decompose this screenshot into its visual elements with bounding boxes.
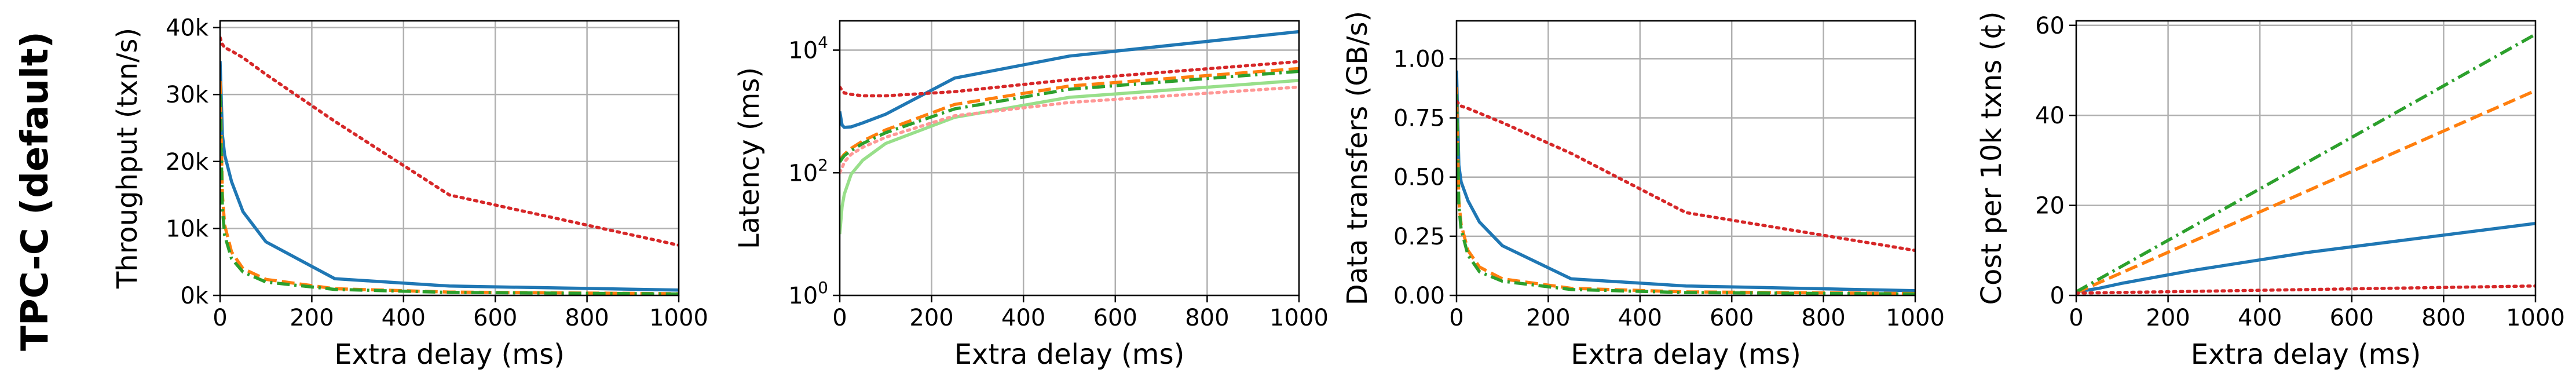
plot-frame xyxy=(2075,20,2537,297)
x-tick-label: 1000 xyxy=(1886,305,1945,331)
x-axis-label: Extra delay (ms) xyxy=(954,338,1185,371)
series-line xyxy=(220,61,679,292)
plot-frame xyxy=(839,20,1300,297)
series-line xyxy=(1457,100,1915,253)
x-tick-label: 400 xyxy=(1618,305,1662,331)
chart-data-transfers: 0 200 400 600 800 1000 0.00 0.25 0.50 0.75 1.00 Ext… xyxy=(1341,11,1945,371)
x-tick-label: 200 xyxy=(290,305,334,331)
y-tick-label: 104 xyxy=(788,33,828,64)
y-tick-label: 0.00 xyxy=(1393,283,1445,309)
x-tick-label: 200 xyxy=(909,305,953,331)
series-line xyxy=(2076,221,2535,294)
series-line xyxy=(220,94,679,295)
x-tick-label: 400 xyxy=(2238,305,2282,331)
series-line xyxy=(840,70,1299,163)
series-line xyxy=(1457,70,1915,293)
x-axis-label: Extra delay (ms) xyxy=(2191,338,2421,371)
x-tick-label: 200 xyxy=(1526,305,1570,331)
series-line xyxy=(2076,89,2535,294)
x-tick-label: 800 xyxy=(2421,305,2465,331)
series-line xyxy=(840,79,1299,235)
y-axis-label: Throughput (txn/s) xyxy=(111,28,144,289)
x-tick-label: 600 xyxy=(2330,305,2374,331)
y-tick-label: 30k xyxy=(166,82,209,108)
series-line xyxy=(840,85,1299,175)
x-tick-label: 600 xyxy=(1710,305,1754,331)
x-tick-label: 200 xyxy=(2146,305,2190,331)
x-tick-label: 800 xyxy=(1185,305,1229,331)
series-line xyxy=(840,30,1299,129)
x-tick-label: 1000 xyxy=(649,305,708,331)
x-tick-label: 1000 xyxy=(2506,305,2565,331)
y-tick-label: 40 xyxy=(2035,103,2065,129)
y-tick-label: 0k xyxy=(180,283,208,309)
plot-frame xyxy=(1455,20,1916,297)
x-tick-label: 600 xyxy=(473,305,517,331)
y-tick-label: 1.00 xyxy=(1393,46,1445,72)
y-tick-label: 0 xyxy=(2050,283,2065,309)
row-label: TPC-C (default) xyxy=(14,31,57,351)
chart-throughput: 0 200 400 600 800 1000 0k 10k 20k 30k 40k Extra del… xyxy=(111,15,708,371)
x-tick-label: 400 xyxy=(1001,305,1045,331)
series-line xyxy=(220,36,679,247)
y-tick-label: 0.75 xyxy=(1393,105,1445,132)
x-tick-label: 0 xyxy=(1449,305,1463,331)
x-tick-label: 800 xyxy=(1801,305,1845,331)
y-tick-label: 60 xyxy=(2035,13,2065,39)
y-axis-label: Data transfers (GB/s) xyxy=(1341,11,1374,305)
y-tick-label: 0.25 xyxy=(1393,224,1445,250)
y-tick-label: 20 xyxy=(2035,193,2065,220)
series-line xyxy=(220,81,679,295)
x-tick-label: 800 xyxy=(565,305,609,331)
series-line xyxy=(840,67,1299,163)
plot-frame xyxy=(219,20,680,297)
y-tick-label: 10k xyxy=(166,215,209,242)
series-line xyxy=(2076,32,2535,294)
x-tick-label: 0 xyxy=(832,305,847,331)
x-axis-label: Extra delay (ms) xyxy=(1571,338,1801,371)
chart-cost: 0 200 400 600 800 1000 0 20 40 60 Extra delay (ms)… xyxy=(1975,12,2565,371)
x-tick-label: 600 xyxy=(1093,305,1137,331)
x-tick-label: 1000 xyxy=(1269,305,1329,331)
x-tick-label: 400 xyxy=(382,305,426,331)
y-axis-label: Latency (ms) xyxy=(733,67,766,249)
series-line xyxy=(1457,94,1915,295)
series-line xyxy=(1457,87,1915,295)
y-tick-label: 40k xyxy=(166,15,209,42)
series-line xyxy=(2076,284,2535,295)
x-axis-label: Extra delay (ms) xyxy=(334,338,565,371)
x-tick-label: 0 xyxy=(213,305,227,331)
y-tick-label: 20k xyxy=(166,149,209,176)
y-tick-label: 100 xyxy=(788,278,828,309)
x-tick-label: 0 xyxy=(2069,305,2083,331)
series-line xyxy=(840,60,1299,98)
chart-latency: 0 200 400 600 800 1000 100 102 104 Extra delay (m… xyxy=(733,20,1329,371)
y-axis-label: Cost per 10k txns (¢) xyxy=(1975,12,2008,305)
y-tick-label: 0.50 xyxy=(1393,165,1445,191)
y-tick-label: 102 xyxy=(788,155,828,187)
